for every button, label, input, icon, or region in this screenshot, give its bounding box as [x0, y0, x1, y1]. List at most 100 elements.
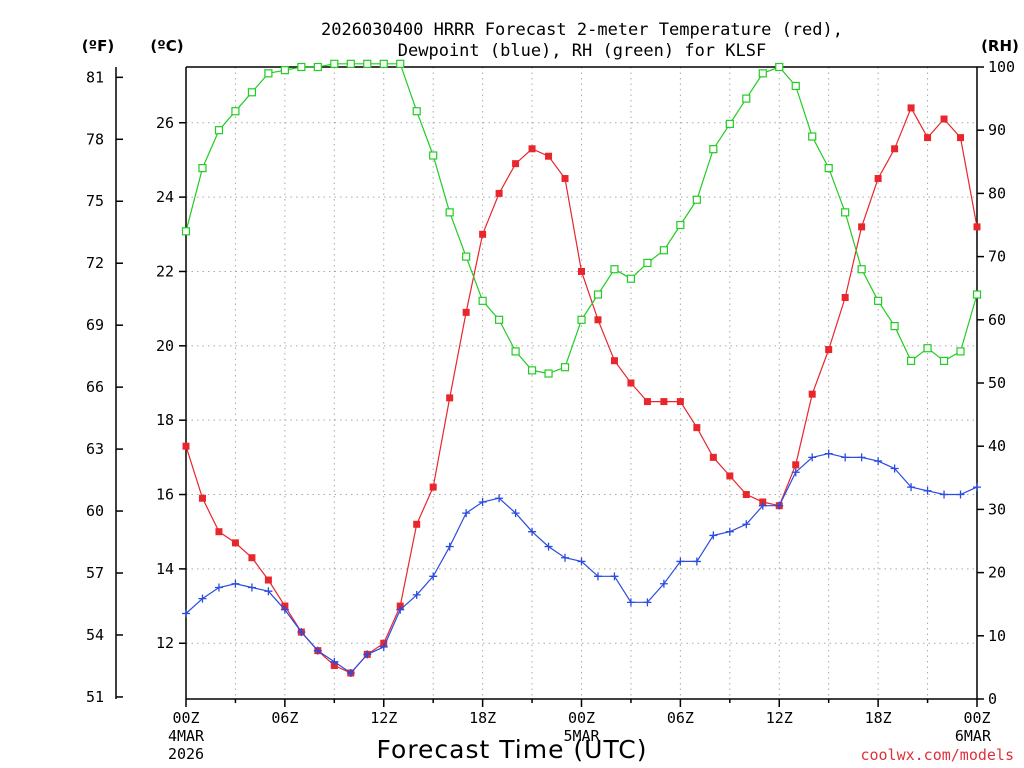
- x-tick-label: 18Z: [865, 709, 892, 727]
- temperature-point: [858, 223, 866, 231]
- dewpoint-point: [214, 583, 223, 592]
- temperature-point: [231, 539, 239, 547]
- dewpoint-point: [495, 494, 504, 503]
- x-date-label: 6MAR: [955, 727, 992, 745]
- temperature-point: [808, 390, 816, 398]
- rh-tick-label: 10: [988, 627, 1006, 645]
- rh-point: [626, 274, 636, 283]
- fahrenheit-tick-label: 51: [86, 688, 104, 706]
- temperature-point: [462, 308, 470, 316]
- x-tick-label: 00Z: [568, 709, 595, 727]
- celsius-tick-label: 16: [156, 486, 174, 504]
- fahrenheit-tick-label: 72: [86, 254, 104, 272]
- rh-tick-label: 30: [988, 500, 1006, 518]
- temperature-point: [429, 483, 437, 491]
- rh-point: [890, 322, 899, 331]
- rh-point: [297, 62, 306, 72]
- fahrenheit-tick-label: 66: [86, 378, 104, 396]
- celsius-tick-label: 18: [156, 411, 174, 429]
- dewpoint-point: [791, 468, 800, 477]
- celsius-tick-label: 22: [156, 262, 174, 280]
- temperature-point: [643, 398, 651, 406]
- temperature-point: [627, 379, 635, 387]
- rh-point: [429, 151, 438, 160]
- dewpoint-point: [264, 587, 273, 596]
- x-date-label: 4MAR: [168, 727, 205, 745]
- dewpoint-point: [725, 527, 734, 536]
- temperature-point: [792, 461, 800, 469]
- rh-point: [725, 119, 734, 128]
- rh-point: [824, 164, 833, 173]
- temperature-point: [198, 494, 206, 502]
- rh-tick-label: 70: [988, 248, 1006, 266]
- temperature-point: [545, 152, 553, 160]
- fahrenheit-unit-label: (ºF): [82, 37, 114, 55]
- rh-point: [198, 164, 207, 173]
- temperature-point: [841, 293, 849, 301]
- dewpoint-point: [923, 486, 932, 495]
- temperature-point: [578, 267, 585, 275]
- fahrenheit-tick-label: 57: [86, 564, 104, 582]
- temperature-point: [446, 394, 454, 402]
- celsius-tick-label: 20: [156, 337, 174, 355]
- temperature-point: [825, 346, 833, 354]
- fahrenheit-tick-label: 75: [86, 192, 104, 210]
- dewpoint-point: [577, 557, 586, 566]
- rh-point: [511, 347, 520, 356]
- temperature-point: [957, 134, 965, 142]
- x-axis-label: Forecast Time (UTC): [377, 735, 648, 764]
- rh-point: [412, 107, 421, 116]
- rh-point: [462, 252, 471, 261]
- dewpoint-point: [676, 557, 685, 566]
- rh-point: [346, 59, 355, 68]
- temperature-point: [924, 134, 932, 142]
- temperature-point: [495, 189, 503, 197]
- rh-tick-label: 60: [988, 311, 1006, 329]
- temperature-point: [973, 223, 981, 231]
- fahrenheit-tick-label: 54: [86, 626, 104, 644]
- celsius-tick-label: 26: [156, 114, 174, 132]
- x-tick-label: 18Z: [469, 709, 496, 727]
- series-dewpoint: [182, 449, 981, 677]
- rh-point: [214, 126, 224, 135]
- dewpoint-point: [643, 598, 652, 607]
- temperature-point: [693, 424, 701, 432]
- x-tick-label: 06Z: [667, 709, 694, 727]
- rh-point: [808, 132, 817, 141]
- fahrenheit-tick-label: 69: [86, 316, 104, 334]
- dewpoint-point: [528, 527, 537, 536]
- dewpoint-point: [396, 605, 405, 614]
- dewpoint-point: [561, 553, 570, 562]
- rh-point: [659, 246, 668, 255]
- fahrenheit-tick-label: 63: [86, 440, 104, 458]
- rh-tick-label: 40: [988, 437, 1006, 455]
- dewpoint-point: [478, 497, 487, 506]
- temperature-point: [561, 175, 569, 183]
- temperature-point: [709, 453, 717, 461]
- dewpoint-point: [182, 609, 190, 618]
- rh-point: [841, 208, 850, 217]
- temperature-point: [528, 145, 536, 153]
- dewpoint-point: [313, 646, 322, 655]
- dewpoint-point: [544, 542, 553, 551]
- rh-point: [906, 356, 916, 365]
- rh-point: [527, 366, 537, 375]
- fahrenheit-tick-label: 78: [86, 130, 104, 148]
- dewpoint-point: [874, 457, 883, 466]
- rh-point: [478, 296, 487, 305]
- x-date-label: 2026: [168, 745, 204, 763]
- dewpoint-point: [511, 509, 520, 518]
- rh-point: [313, 62, 322, 72]
- rh-point: [231, 107, 240, 116]
- temperature-point: [660, 398, 668, 406]
- rh-point: [445, 208, 454, 217]
- rh-point: [264, 69, 273, 78]
- rh-point: [643, 258, 652, 268]
- data-series: [181, 59, 982, 677]
- dewpoint-point: [973, 483, 981, 492]
- rh-point: [939, 356, 949, 365]
- series-line-rh: [185, 63, 978, 375]
- celsius-tick-label: 12: [156, 634, 174, 652]
- rh-tick-label: 50: [988, 374, 1006, 392]
- dewpoint-point: [709, 531, 718, 540]
